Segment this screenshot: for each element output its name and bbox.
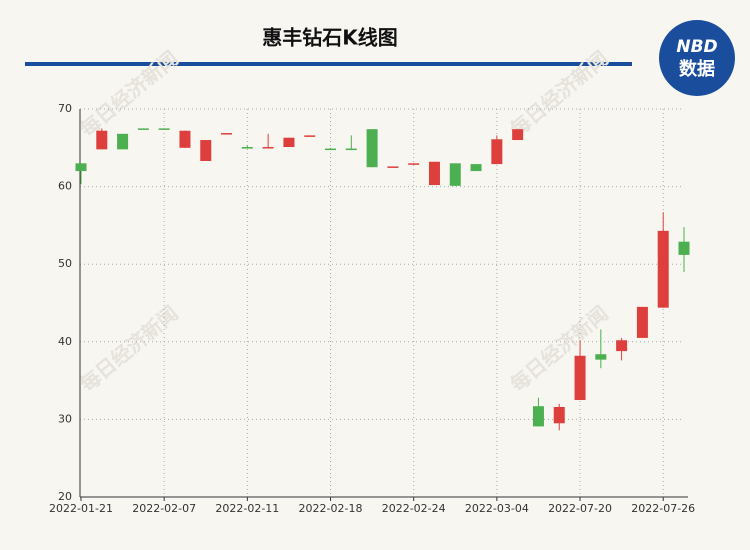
candle-body — [283, 137, 295, 148]
logo-brand: NBD — [676, 37, 717, 57]
y-tick-label: 40 — [58, 335, 72, 348]
candle-body — [366, 129, 378, 168]
y-tick-label: 50 — [58, 257, 72, 270]
candle-body — [553, 406, 565, 424]
candle-body — [241, 147, 253, 149]
x-tick-label: 2022-07-26 — [631, 502, 695, 515]
chart-title: 惠丰钻石K线图 — [262, 26, 398, 50]
candle-body — [428, 161, 440, 186]
x-tick-label: 2022-07-20 — [548, 502, 612, 515]
candle-body — [96, 130, 108, 150]
logo-label: 数据 — [679, 58, 715, 80]
candle-body — [491, 139, 503, 165]
candle-body — [574, 355, 586, 400]
candle-body — [616, 340, 628, 352]
candle-body — [595, 354, 607, 360]
candle-body — [532, 406, 544, 427]
x-tick-label: 2022-02-11 — [215, 502, 279, 515]
title-rule — [25, 62, 632, 66]
x-tick-label: 2022-02-07 — [132, 502, 196, 515]
candle-body — [262, 147, 274, 149]
y-tick-label: 20 — [58, 490, 72, 503]
x-tick-label: 2022-03-04 — [465, 502, 529, 515]
candle-body — [387, 166, 399, 168]
x-tick-label: 2022-02-18 — [299, 502, 363, 515]
candle-body — [449, 163, 461, 186]
candle-body — [75, 163, 87, 172]
candle-body — [179, 130, 191, 148]
candle-body — [470, 164, 482, 172]
candle-body — [636, 306, 648, 338]
y-tick-label: 30 — [58, 412, 72, 425]
candle-body — [678, 241, 690, 255]
logo — [659, 20, 735, 96]
x-tick-label: 2022-01-21 — [49, 502, 113, 515]
candle-body — [657, 230, 669, 308]
candle-body — [512, 129, 524, 141]
y-tick-label: 70 — [58, 102, 72, 115]
candle-body — [325, 148, 337, 151]
y-tick-label: 60 — [58, 180, 72, 193]
candle-body — [137, 128, 149, 130]
candle-body — [200, 140, 212, 161]
plot: 20 30 40 50 60 70 2022-01-21 2022-02-07 2022-02-… — [49, 102, 695, 515]
candle-body — [345, 148, 357, 151]
x-tick-label: 2022-02-24 — [382, 502, 446, 515]
candle-body — [408, 163, 420, 165]
candle-body — [304, 135, 316, 137]
candle-body — [117, 133, 129, 150]
candle-body — [158, 128, 170, 130]
candle-body — [221, 133, 233, 135]
